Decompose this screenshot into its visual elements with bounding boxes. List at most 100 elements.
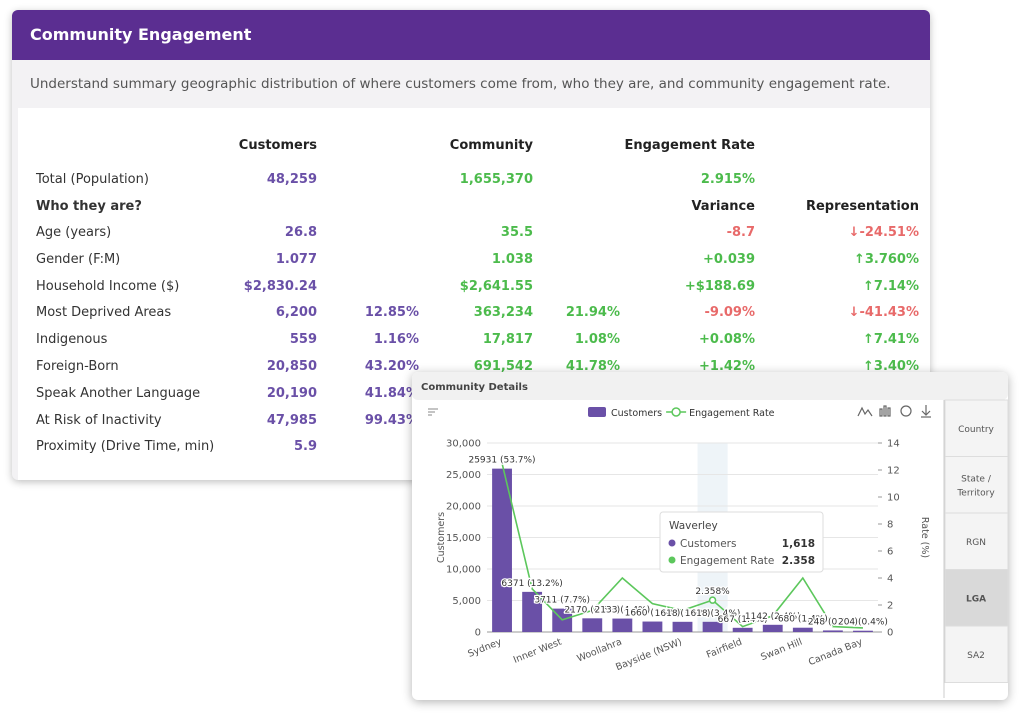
column-header: Representation [805, 199, 919, 214]
variance-value: -8.7 [726, 225, 755, 240]
customers-value: 1.077 [275, 251, 317, 267]
variance-value: +0.08% [699, 332, 755, 348]
column-header: Variance [691, 199, 755, 214]
community-pct-value: 21.94% [565, 305, 620, 321]
y2-axis-title: Rate (%) [919, 517, 930, 558]
legend-swatch [588, 407, 606, 417]
legend-swatch [671, 407, 681, 417]
y-tick-label: 30,000 [446, 439, 481, 450]
representation-value: ↑7.41% [863, 332, 919, 348]
card-title: Community Engagement [12, 10, 930, 60]
tab-label[interactable]: Country [958, 425, 994, 435]
tooltip-dot [668, 539, 676, 547]
y-tick-label: 10,000 [446, 565, 481, 576]
data-label: 204 (0.4%) [838, 618, 888, 628]
customers-value: 5.9 [293, 439, 317, 455]
x-tick-label: Inner West [512, 636, 564, 665]
bar [762, 624, 783, 632]
row-label: Speak Another Language [36, 385, 201, 401]
tooltip-value: 1,618 [782, 538, 815, 550]
x-tick-label: Fairfield [705, 637, 744, 661]
data-label: 1142 (2.4%) [745, 612, 801, 622]
tooltip-name: Engagement Rate [680, 555, 774, 567]
tab[interactable] [944, 512, 1009, 570]
row-label: Household Income ($) [36, 278, 180, 294]
tab[interactable] [944, 625, 1009, 683]
column-header: Community [449, 138, 533, 153]
customers-pct-value: 12.85% [364, 305, 419, 321]
representation-value: ↑3.40% [863, 359, 919, 374]
row-label: Age (years) [36, 225, 112, 240]
bar [492, 468, 512, 632]
x-tick-label: Sydney [466, 636, 503, 660]
details-panel: Community Details 0 5,000 10,000 15,000 20,0… [412, 372, 1009, 700]
y2-tick-label: 10 [887, 493, 900, 504]
row-label: Proximity (Drive Time, min) [36, 439, 215, 455]
tooltip-value: 2.358 [782, 555, 815, 567]
representation-value: ↓-41.43% [848, 305, 919, 321]
y-tick-label: 5,000 [452, 596, 481, 607]
column-header: Engagement Rate [624, 138, 755, 153]
tab-label[interactable]: SA2 [967, 651, 985, 661]
data-label: 248 (0.5%) [808, 617, 858, 627]
variance-value: -9.09% [704, 305, 756, 321]
data-label: 25931 (53.7%) [468, 456, 535, 466]
column-header: Customers [238, 138, 317, 153]
customers-value: 48,259 [266, 172, 317, 187]
data-label: 680 (1.4%) [778, 615, 828, 625]
tab-label[interactable]: RGN [966, 538, 986, 548]
bar [792, 627, 813, 632]
data-label: 1618 (3.4%) [685, 609, 741, 619]
row-label: Total (Population) [36, 172, 149, 187]
customers-value: 20,190 [266, 385, 317, 401]
section-label: Who they are? [36, 199, 142, 214]
customers-value: 47,985 [266, 412, 317, 428]
row-label: Most Deprived Areas [36, 305, 172, 321]
community-value: 363,234 [473, 305, 533, 321]
community-value: 17,817 [482, 332, 533, 348]
bar [702, 621, 723, 632]
tab-label[interactable]: LGA [966, 594, 986, 604]
data-label: 667 (1.4%) [718, 615, 768, 625]
bar [612, 618, 633, 632]
y2-tick-label: 2 [887, 601, 893, 612]
data-label: 6371 (13.2%) [501, 579, 562, 589]
rate-marker [708, 596, 717, 604]
customers-value: $2,830.24 [243, 278, 317, 294]
community-value: 1.038 [491, 251, 533, 267]
tab[interactable] [944, 456, 1009, 514]
y-tick-label: 25,000 [446, 470, 481, 481]
x-tick-label: Woollahra [575, 637, 623, 665]
tab-label[interactable]: State / Territory [956, 474, 995, 498]
community-pct-value: 41.78% [565, 359, 620, 374]
y2-tick-label: 4 [887, 574, 893, 585]
panel-header [412, 372, 1008, 400]
bar [732, 627, 753, 632]
y-axis-title: Customers [436, 512, 447, 563]
variance-value: +1.42% [699, 359, 755, 374]
customers-pct-value: 41.84% [364, 385, 419, 401]
x-tick-label: Swan Hill [759, 637, 804, 664]
representation-value: ↑7.14% [863, 278, 919, 294]
y2-tick-label: 8 [887, 520, 893, 531]
menu-icon[interactable] [428, 408, 438, 416]
toolbar[interactable] [857, 405, 931, 418]
tooltip-title: Waverley [669, 520, 718, 532]
data-label: 2170 (4.5%) [564, 605, 620, 615]
bar [853, 630, 873, 632]
data-label: 2.358% [695, 587, 730, 597]
community-pct-value: 1.08% [574, 332, 620, 348]
y-tick-label: 15,000 [446, 533, 481, 544]
bar [582, 618, 603, 632]
legend-item[interactable]: Customers [588, 407, 662, 419]
chart: Community Details 0 5,000 10,000 15,000 20,0… [412, 372, 1009, 698]
legend-label: Engagement Rate [689, 408, 775, 419]
tooltip-name: Customers [680, 538, 736, 550]
representation-value: ↑3.760% [853, 251, 919, 267]
tooltip-box [659, 511, 824, 573]
bar [642, 621, 663, 632]
row-label: Indigenous [36, 332, 108, 348]
legend-item[interactable]: Engagement Rate [666, 407, 775, 419]
data-label: 1660 (3.4%) [625, 609, 681, 619]
